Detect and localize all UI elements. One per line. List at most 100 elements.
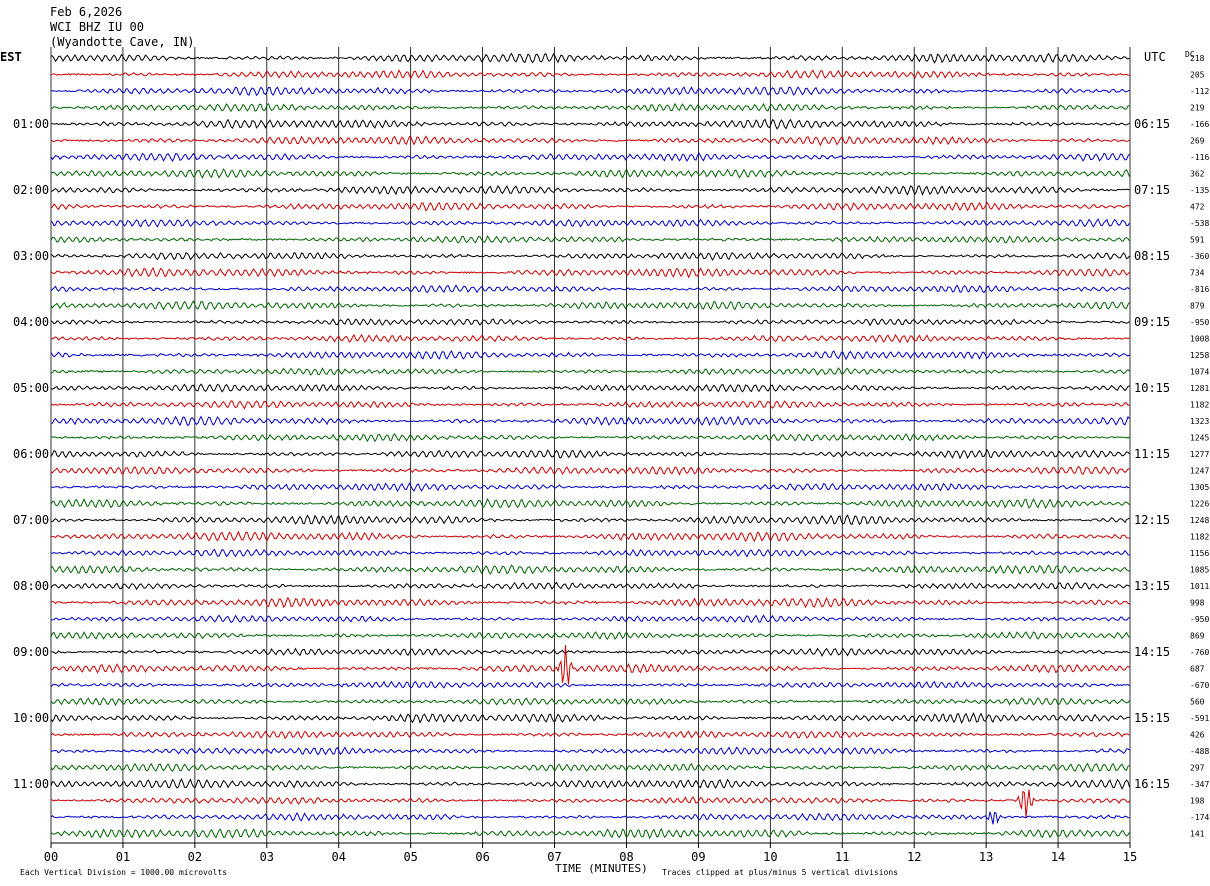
x-tick-label: 10 <box>763 850 777 864</box>
right-hour-label: 08:15 <box>1134 249 1170 263</box>
x-tick-label: 02 <box>188 850 202 864</box>
right-hour-label: 07:15 <box>1134 183 1170 197</box>
trace-line-green <box>50 697 1130 707</box>
trace-line-green <box>50 367 1130 376</box>
dc-offset-label: 1074 <box>1190 368 1209 377</box>
dc-offset-label: -538 <box>1190 219 1209 228</box>
trace-line-red <box>50 596 1130 609</box>
left-hour-label: 02:00 <box>13 183 49 197</box>
dc-offset-label: -135 <box>1190 186 1209 195</box>
dc-offset-label: -488 <box>1190 747 1209 756</box>
dc-offset-label: 998 <box>1190 599 1205 608</box>
x-tick-label: 11 <box>835 850 849 864</box>
dc-offset-label: 1008 <box>1190 335 1209 344</box>
dc-offset-label: 219 <box>1190 104 1205 113</box>
right-timezone-label: UTC <box>1144 50 1166 64</box>
dc-offset-label: 1085 <box>1190 566 1209 575</box>
dc-offset-label: 869 <box>1190 632 1205 641</box>
trace-line-black <box>50 185 1130 196</box>
trace-line-red <box>50 530 1130 543</box>
trace-line-blue <box>50 746 1130 756</box>
right-hour-label: 14:15 <box>1134 645 1170 659</box>
dc-offset-label: -591 <box>1190 714 1209 723</box>
trace-line-black <box>50 647 1130 658</box>
trace-line-blue <box>50 482 1130 492</box>
dc-offset-label: -174 <box>1190 813 1209 822</box>
trace-line-blue <box>51 415 1130 427</box>
left-hour-label: 10:00 <box>13 711 49 725</box>
left-hour-label: 11:00 <box>13 777 49 791</box>
dc-offset-label: -670 <box>1190 681 1209 690</box>
x-tick-label: 13 <box>979 850 993 864</box>
trace-line-green <box>50 762 1130 773</box>
dc-offset-label: 560 <box>1190 698 1205 707</box>
dc-offset-label: -950 <box>1190 615 1209 624</box>
trace-line-red <box>50 730 1130 740</box>
footer-scale-note: Each Vertical Division = 1000.00 microvo… <box>20 868 227 877</box>
trace-line-black <box>50 52 1130 64</box>
dc-offset-label: 198 <box>1190 797 1205 806</box>
trace-line-green <box>50 235 1130 244</box>
dc-offset-label: -112 <box>1190 87 1209 96</box>
dc-offset-label: 1226 <box>1190 500 1209 509</box>
x-tick-label: 14 <box>1051 850 1065 864</box>
dc-offset-header: DC <box>1185 50 1195 59</box>
left-hour-label: 06:00 <box>13 447 49 461</box>
right-hour-label: 09:15 <box>1134 315 1170 329</box>
trace-line-red <box>50 201 1130 212</box>
trace-line-blue <box>50 614 1130 624</box>
trace-line-black <box>50 581 1130 591</box>
right-hour-label: 06:15 <box>1134 117 1170 131</box>
left-hour-label: 01:00 <box>13 117 49 131</box>
dc-offset-label: 426 <box>1190 731 1205 740</box>
x-tick-label: 03 <box>260 850 274 864</box>
dc-offset-label: 1281 <box>1190 384 1209 393</box>
trace-line-black <box>50 251 1130 262</box>
trace-line-green <box>50 433 1130 443</box>
footer-clip-note: Traces clipped at plus/minus 5 vertical … <box>662 868 898 877</box>
trace-line-blue <box>50 349 1130 361</box>
trace-line-blue <box>50 218 1130 228</box>
trace-line-black <box>50 777 1130 790</box>
trace-line-red <box>50 333 1130 344</box>
dc-offset-label: 1245 <box>1190 434 1209 443</box>
left-hour-label: 05:00 <box>13 381 49 395</box>
trace-line-black <box>51 118 1130 130</box>
trace-line-black <box>50 448 1130 460</box>
trace-line-green <box>50 564 1130 575</box>
dc-offset-label: -347 <box>1190 780 1209 789</box>
x-tick-label: 08 <box>619 850 633 864</box>
trace-line-green <box>50 102 1130 113</box>
trace-line-green <box>50 300 1130 311</box>
right-hour-label: 11:15 <box>1134 447 1170 461</box>
seismic-traces <box>50 52 1130 840</box>
trace-line-blue <box>50 680 1130 689</box>
dc-offset-label: -816 <box>1190 285 1209 294</box>
grid-lines <box>50 47 1131 848</box>
left-timezone-label: EST <box>0 50 22 64</box>
trace-line-green <box>50 827 1130 840</box>
dc-offset-label: 1182 <box>1190 533 1209 542</box>
dc-offset-label: 362 <box>1190 170 1205 179</box>
right-hour-label: 15:15 <box>1134 711 1170 725</box>
dc-offset-label: 1156 <box>1190 549 1209 558</box>
x-tick-label: 05 <box>403 850 417 864</box>
trace-line-red <box>50 465 1130 476</box>
trace-line-red <box>50 789 1130 818</box>
dc-offset-label: 269 <box>1190 137 1205 146</box>
trace-line-green <box>50 168 1130 179</box>
dc-offset-label: -950 <box>1190 318 1209 327</box>
right-hour-label: 10:15 <box>1134 381 1170 395</box>
dc-offset-label: 218 <box>1190 54 1205 63</box>
x-tick-label: 04 <box>332 850 346 864</box>
dc-offset-label: 1305 <box>1190 483 1209 492</box>
x-tick-label: 12 <box>907 850 921 864</box>
right-hour-label: 16:15 <box>1134 777 1170 791</box>
dc-offset-label: 1277 <box>1190 450 1209 459</box>
dc-offset-label: 1323 <box>1190 417 1209 426</box>
header-station: WCI BHZ IU 00 <box>50 20 144 34</box>
dc-offset-label: -760 <box>1190 648 1209 657</box>
dc-offset-label: 1248 <box>1190 516 1209 525</box>
trace-line-black <box>50 712 1130 725</box>
